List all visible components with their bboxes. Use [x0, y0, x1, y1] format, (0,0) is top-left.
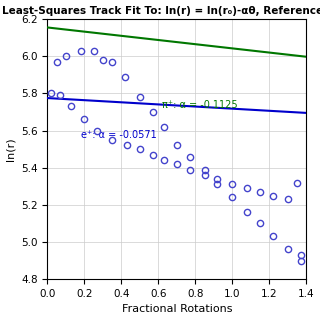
- Y-axis label: ln(r): ln(r): [5, 137, 16, 161]
- Text: e⁺: α = -0.0571: e⁺: α = -0.0571: [81, 130, 156, 140]
- Text: π⁺: α = -0.1125: π⁺: α = -0.1125: [162, 100, 238, 110]
- Title: Least-Squares Track Fit To: ln(r) = ln(r₀)-αθ, Reference (11): Least-Squares Track Fit To: ln(r) = ln(r…: [3, 5, 320, 16]
- X-axis label: Fractional Rotations: Fractional Rotations: [122, 304, 232, 315]
